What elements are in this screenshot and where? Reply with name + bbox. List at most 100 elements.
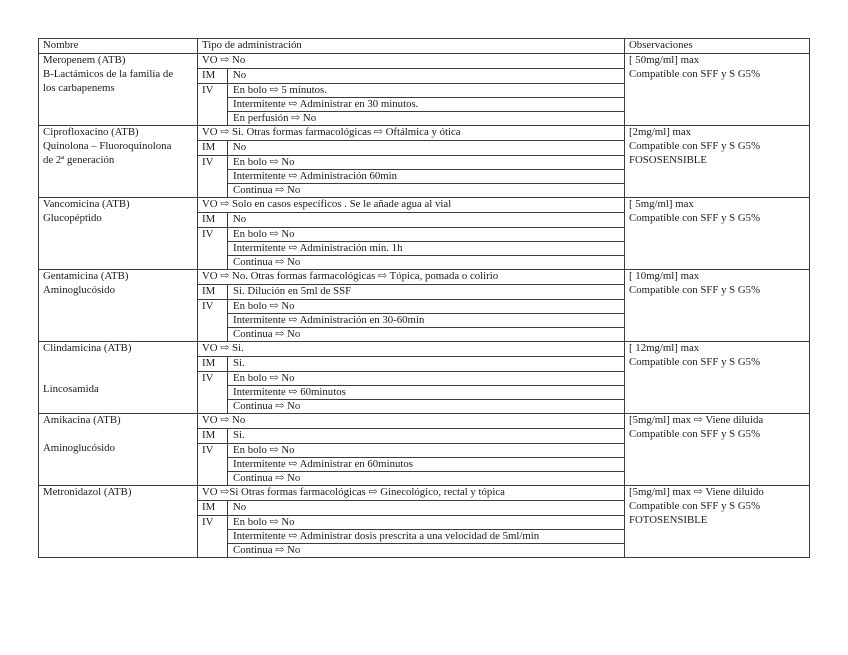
observation-line: [5mg/ml] max ⇨ Viene diluido <box>629 485 764 498</box>
admin-row-iv: IV En bolo ⇨ No Intermitente ⇨ Administr… <box>198 442 624 485</box>
iv-detail-line: En perfusión ⇨ No <box>228 111 624 125</box>
admin-cell: VO ⇨ Solo en casos específicos . Se le a… <box>198 197 625 269</box>
iv-detail-line: Intermitente ⇨ Administrar en 60minutos <box>228 457 624 471</box>
drug-name-cell: Gentamicina (ATB) Aminoglucósido <box>39 269 198 341</box>
drug-name-cell: Ciprofloxacino (ATB) Quinolona – Fluoroq… <box>39 125 198 197</box>
drug-name-line <box>43 311 193 325</box>
im-label: IM <box>198 428 228 443</box>
im-label: IM <box>198 284 228 299</box>
drug-name-line <box>43 95 193 109</box>
observations-cell: [ 10mg/ml] max Compatible con SFF y S G5… <box>625 270 809 341</box>
drug-name-line: Gentamicina (ATB) <box>43 269 129 282</box>
header-cell-nombre: Nombre <box>39 39 198 53</box>
drug-name-line <box>43 428 193 442</box>
iv-label: IV <box>198 83 228 125</box>
observation-line <box>629 82 805 96</box>
drug-name-line: de 2ª generación <box>43 153 115 166</box>
drug-name-line <box>43 514 193 528</box>
admin-row-vo: VO ⇨ Solo en casos específicos . Se le a… <box>198 198 624 212</box>
observation-line: Compatible con SFF y S G5% <box>629 283 761 296</box>
im-label: IM <box>198 500 228 515</box>
admin-row-im: IM No <box>198 211 624 227</box>
drug-name-line <box>43 527 193 541</box>
table-row-meropenem: Meropenem (ATB) B-Lactámicos de la famil… <box>39 53 809 125</box>
iv-detail-stack: En bolo ⇨ No Intermitente ⇨ Administraci… <box>228 156 624 197</box>
observation-line: Compatible con SFF y S G5% <box>629 427 761 440</box>
observation-line: Compatible con SFF y S G5% <box>629 139 761 152</box>
observations-cell: [ 50mg/ml] max Compatible con SFF y S G5… <box>625 54 809 125</box>
im-label: IM <box>198 212 228 227</box>
drug-name-line: Vancomicina (ATB) <box>43 197 130 210</box>
admin-row-im: IM No <box>198 499 624 515</box>
admin-row-vo: VO ⇨ No <box>198 54 624 68</box>
drug-name-line: Clindamicina (ATB) <box>43 341 132 354</box>
observation-line: Compatible con SFF y S G5% <box>629 67 761 80</box>
drug-name-cell: Vancomicina (ATB) Glucopéptido <box>39 197 198 269</box>
table-row-amikacina: Amikacina (ATB) Aminoglucósido VO ⇨ No I… <box>39 412 809 485</box>
admin-row-vo: VO ⇨ No <box>198 414 624 428</box>
observations-cell: [ 5mg/ml] max Compatible con SFF y S G5% <box>625 198 809 269</box>
drug-name-cell: Meropenem (ATB) B-Lactámicos de la famil… <box>39 54 198 125</box>
admin-row-iv: IV En bolo ⇨ No Intermitente ⇨ Administr… <box>198 298 624 341</box>
iv-detail-line: Intermitente ⇨ Administración min. 1h <box>228 241 624 255</box>
im-detail: Si. <box>233 428 245 441</box>
im-detail: Si. Dilución en 5ml de SSF <box>233 284 352 297</box>
drug-name-cell: Metronidazol (ATB) <box>39 485 198 557</box>
drug-name-line <box>43 239 193 253</box>
table-header-row: Nombre Tipo de administración Observacio… <box>39 39 809 53</box>
drug-name-line: B-Lactámicos de la familia de <box>43 67 174 80</box>
observation-line <box>629 298 805 312</box>
im-detail: No <box>233 140 247 153</box>
observation-line: Compatible con SFF y S G5% <box>629 499 761 512</box>
drug-name-line <box>43 500 193 514</box>
vo-detail: VO ⇨ No <box>202 54 246 66</box>
im-detail: No <box>233 212 247 225</box>
im-label: IM <box>198 356 228 371</box>
drug-name-line <box>43 298 193 312</box>
iv-detail-line: En bolo ⇨ No <box>233 515 295 528</box>
iv-detail-line: Intermitente ⇨ Administración 60min <box>228 169 624 183</box>
iv-detail-line: Intermitente ⇨ 60minutos <box>228 385 624 399</box>
iv-detail-line: Continua ⇨ No <box>228 399 624 413</box>
im-detail: No <box>233 500 247 513</box>
iv-detail-stack: En bolo ⇨ No Intermitente ⇨ 60minutos Co… <box>228 372 624 413</box>
iv-detail-stack: En bolo ⇨ 5 minutos. Intermitente ⇨ Admi… <box>228 84 624 125</box>
iv-label: IV <box>198 443 228 485</box>
observation-line: Compatible con SFF y S G5% <box>629 355 761 368</box>
drug-name-line: Amikacina (ATB) <box>43 413 121 426</box>
iv-label: IV <box>198 299 228 341</box>
table-row-clindamicina: Clindamicina (ATB) Lincosamida VO ⇨ Si. … <box>39 340 809 413</box>
drug-name-line: Metronidazol (ATB) <box>43 485 132 498</box>
drug-name-line: Quinolona – Fluoroquinolona <box>43 139 172 152</box>
admin-row-im: IM Si. <box>198 427 624 443</box>
observations-cell: [5mg/ml] max ⇨ Viene diluido Compatible … <box>625 486 809 557</box>
vo-detail: VO ⇨ Si. <box>202 341 244 354</box>
drug-name-line: Lincosamida <box>43 383 99 396</box>
admin-row-vo: VO ⇨ Si. Otras formas farmacológicas ⇨ O… <box>198 126 624 140</box>
iv-detail-line: Continua ⇨ No <box>228 543 624 557</box>
iv-detail-line: Continua ⇨ No <box>228 183 624 197</box>
table-row-ciprofloxacino: Ciprofloxacino (ATB) Quinolona – Fluoroq… <box>39 124 809 197</box>
admin-row-im: IM No <box>198 139 624 155</box>
iv-detail-line: En bolo ⇨ 5 minutos. <box>233 83 327 96</box>
admin-cell: VO ⇨ No IM Si. IV En bolo ⇨ No Intermite… <box>198 413 625 485</box>
admin-row-im: IM Si. <box>198 355 624 371</box>
observations-cell: [5mg/ml] max ⇨ Viene diluida Compatible … <box>625 414 809 485</box>
admin-row-im: IM No <box>198 67 624 83</box>
iv-label: IV <box>198 155 228 197</box>
drug-name-cell: Amikacina (ATB) Aminoglucósido <box>39 413 198 485</box>
header-cell-observaciones: Observaciones <box>629 39 693 51</box>
iv-detail-line: Intermitente ⇨ Administrar dosis prescri… <box>228 529 624 543</box>
drug-name-line <box>43 167 193 181</box>
observation-line <box>629 442 805 456</box>
admin-cell: VO ⇨ No. Otras formas farmacológicas ⇨ T… <box>198 269 625 341</box>
observation-line: [2mg/ml] max <box>629 125 692 138</box>
drug-name-line <box>43 455 193 469</box>
admin-row-iv: IV En bolo ⇨ 5 minutos. Intermitente ⇨ A… <box>198 82 624 125</box>
observations-cell: [2mg/ml] max Compatible con SFF y S G5% … <box>625 126 809 197</box>
iv-detail-stack: En bolo ⇨ No Intermitente ⇨ Administraci… <box>228 228 624 269</box>
admin-cell: VO ⇨ Si. IM Si. IV En bolo ⇨ No Intermit… <box>198 341 625 413</box>
observations-cell: [ 12mg/ml] max Compatible con SFF y S G5… <box>625 342 809 413</box>
admin-row-vo: VO ⇨ Si. <box>198 342 624 356</box>
drug-name-line: los carbapenems <box>43 81 115 94</box>
